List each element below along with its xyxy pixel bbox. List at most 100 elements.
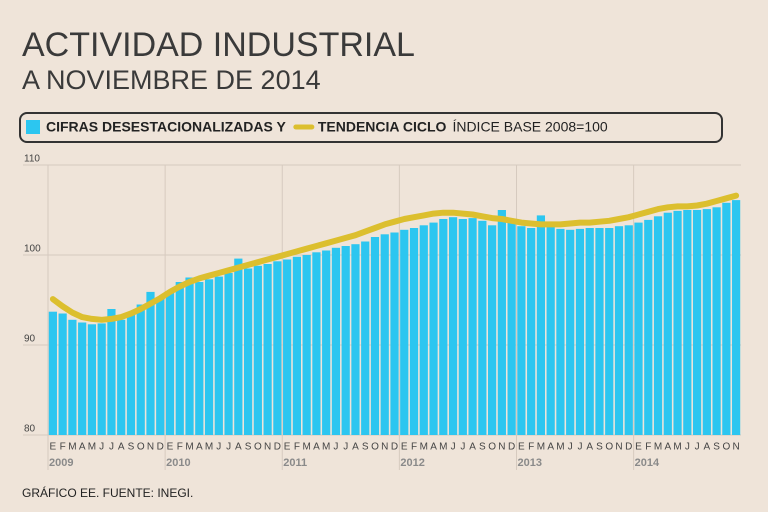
year-label: 2012	[400, 457, 424, 469]
x-tick-label: M	[185, 442, 193, 453]
bar	[58, 313, 67, 435]
bar	[195, 282, 204, 435]
x-tick-label: F	[294, 442, 300, 453]
bar	[536, 215, 546, 435]
bar	[556, 228, 565, 435]
x-tick-label: A	[430, 442, 437, 453]
x-tick-label: S	[596, 442, 603, 453]
x-tick-label: O	[488, 442, 496, 453]
bar	[732, 200, 741, 435]
x-tick-label: A	[235, 442, 242, 453]
bar	[448, 217, 458, 435]
x-tick-label: O	[137, 442, 145, 453]
x-tick-label: M	[88, 442, 96, 453]
x-tick-label: D	[508, 442, 515, 453]
x-tick-label: M	[654, 442, 662, 453]
bar	[136, 304, 145, 435]
x-tick-label: E	[167, 442, 174, 453]
bar	[117, 319, 126, 435]
x-tick-label: J	[216, 442, 221, 453]
bar	[458, 219, 467, 435]
bar	[702, 209, 711, 435]
x-tick-label: D	[274, 442, 281, 453]
bar	[263, 264, 272, 435]
x-tick-label: J	[99, 442, 104, 453]
bar	[644, 219, 653, 435]
bar	[507, 219, 516, 435]
bar	[400, 229, 409, 435]
x-tick-label: A	[704, 442, 711, 453]
x-tick-label: M	[556, 442, 564, 453]
bar	[614, 226, 624, 435]
x-tick-label: A	[79, 442, 86, 453]
y-tick-label: 110	[24, 154, 40, 165]
bar	[107, 309, 116, 435]
bar	[712, 207, 721, 435]
x-tick-label: M	[205, 442, 213, 453]
x-tick-label: A	[313, 442, 320, 453]
x-tick-label: A	[664, 442, 671, 453]
x-tick-label: J	[695, 442, 700, 453]
bar	[68, 319, 77, 435]
bar	[302, 255, 311, 435]
year-label: 2009	[49, 457, 73, 469]
bar	[634, 222, 643, 435]
bar	[566, 229, 575, 435]
x-tick-label: M	[673, 442, 681, 453]
bar	[175, 282, 184, 435]
bar	[243, 268, 253, 435]
bar	[390, 232, 399, 435]
bar	[409, 228, 419, 435]
bar	[653, 216, 663, 435]
x-tick-label: A	[118, 442, 125, 453]
chart-title: ACTIVIDAD INDUSTRIAL	[22, 26, 415, 64]
bar	[478, 220, 487, 435]
bar	[439, 219, 448, 435]
x-tick-label: J	[577, 442, 582, 453]
bar	[126, 313, 136, 435]
x-tick-label: E	[284, 442, 291, 453]
year-label: 2014	[635, 457, 660, 469]
bar	[419, 225, 428, 435]
year-label: 2013	[518, 457, 542, 469]
bar	[595, 228, 604, 435]
x-tick-label: O	[254, 442, 262, 453]
x-tick-label: F	[528, 442, 534, 453]
y-tick-label: 90	[24, 334, 36, 345]
bar	[253, 265, 262, 435]
bar	[185, 277, 194, 435]
x-tick-label: F	[645, 442, 651, 453]
x-tick-label: J	[226, 442, 231, 453]
y-tick-label: 80	[24, 424, 36, 435]
x-tick-label: O	[722, 442, 730, 453]
bar	[341, 246, 350, 435]
x-tick-label: F	[60, 442, 66, 453]
x-tick-label: D	[157, 442, 164, 453]
bar	[468, 218, 477, 435]
x-tick-label: N	[381, 442, 388, 453]
x-tick-label: A	[352, 442, 359, 453]
x-tick-label: S	[128, 442, 135, 453]
x-tick-label: A	[196, 442, 203, 453]
bar	[312, 252, 321, 435]
bar	[234, 258, 243, 435]
x-tick-label: D	[625, 442, 632, 453]
x-tick-label: E	[635, 442, 642, 453]
x-tick-label: J	[460, 442, 465, 453]
x-tick-label: M	[322, 442, 330, 453]
bar	[156, 297, 165, 435]
bar	[488, 225, 497, 435]
x-tick-label: O	[371, 442, 379, 453]
x-tick-label: D	[391, 442, 398, 453]
bar	[683, 210, 692, 435]
legend-label: TENDENCIA CICLO	[318, 119, 447, 135]
bar	[146, 291, 155, 435]
bar	[283, 259, 292, 435]
x-tick-label: J	[568, 442, 573, 453]
source-note: GRÁFICO EE. FUENTE: INEGI.	[22, 485, 193, 500]
x-tick-label: J	[343, 442, 348, 453]
x-tick-label: J	[685, 442, 690, 453]
bar	[624, 225, 633, 435]
x-tick-label: S	[362, 442, 369, 453]
